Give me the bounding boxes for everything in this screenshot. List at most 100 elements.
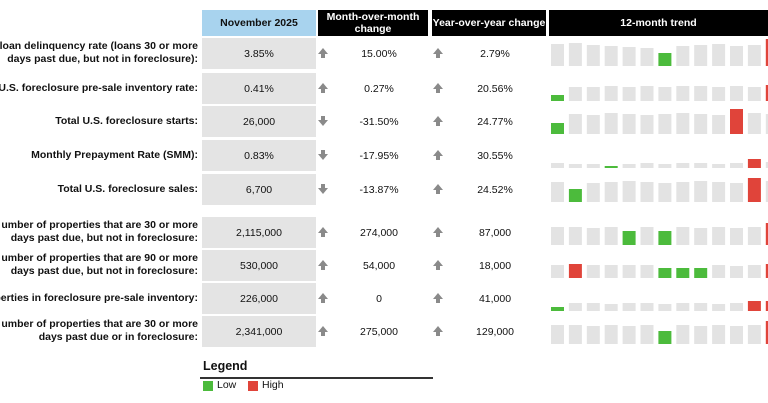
trend-bar xyxy=(730,109,743,134)
trend-bar xyxy=(551,95,564,101)
trend-bar xyxy=(622,265,636,278)
mom-cell: 275,000 xyxy=(360,325,398,338)
arrow-down xyxy=(318,150,328,160)
arrow-up xyxy=(433,184,443,194)
arrow-up xyxy=(433,293,443,303)
trend-bar xyxy=(712,87,726,101)
label-line: Total U.S. foreclosure starts: xyxy=(55,114,198,127)
label-line: umber of properties that are 30 or more xyxy=(1,318,198,330)
trend-bar xyxy=(747,325,761,344)
yoy-cell: 18,000 xyxy=(478,259,512,272)
trend-bar xyxy=(712,304,726,311)
trend-bar xyxy=(568,114,582,134)
arrow-up xyxy=(318,293,328,303)
value-cell: 3.85% xyxy=(202,38,316,69)
arrow-up xyxy=(433,48,443,58)
trend-bar xyxy=(765,162,768,168)
arrow-up xyxy=(433,116,443,126)
trend-bar xyxy=(747,159,761,168)
trend-bar xyxy=(551,227,564,245)
trend-bar xyxy=(658,183,672,202)
trend-bar xyxy=(694,268,708,278)
trend-bar xyxy=(730,228,743,245)
trend-bar xyxy=(568,43,582,66)
trend-bar xyxy=(676,325,690,344)
trend-bar xyxy=(640,115,654,134)
trend-bar xyxy=(622,326,636,344)
trend-bar xyxy=(747,265,761,278)
trend-bar xyxy=(712,227,726,245)
arrow-up xyxy=(318,326,328,336)
value-cell: 530,000 xyxy=(202,250,316,281)
label-line: days past due, but not in foreclosure: xyxy=(10,232,198,244)
yoy-cell: 24.77% xyxy=(477,115,513,128)
header-trend: 12-month trend xyxy=(549,10,768,36)
trend-bar xyxy=(658,87,672,101)
trend-bar xyxy=(568,303,582,311)
row-label: perties in foreclosure pre-sale inventor… xyxy=(0,283,198,313)
trend-bar xyxy=(694,45,708,66)
arrow-down xyxy=(318,184,328,194)
trend-bar xyxy=(658,114,672,134)
trend-bar xyxy=(568,87,582,101)
arrow-up xyxy=(433,83,443,93)
legend-label: Low xyxy=(217,379,237,391)
mom-cell: 54,000 xyxy=(362,259,396,272)
label-line: days past due, but not in foreclosure): xyxy=(7,53,198,65)
trend-bar xyxy=(765,321,768,344)
trend-bar xyxy=(676,163,690,168)
trend-bar xyxy=(747,87,761,101)
legend-label: High xyxy=(262,379,284,391)
trend-bar xyxy=(622,303,636,311)
legend-swatch xyxy=(203,381,213,391)
trend-bar xyxy=(640,303,654,311)
trend-bar xyxy=(604,113,618,134)
trend-bar xyxy=(747,227,761,245)
arrow-up xyxy=(433,227,443,237)
trend-bar xyxy=(712,182,726,202)
yoy-cell: 24.52% xyxy=(477,183,513,196)
trend-bar xyxy=(551,163,564,168)
trend-bar xyxy=(604,46,618,66)
label-line: U.S. foreclosure pre-sale inventory rate… xyxy=(0,81,198,94)
trend-bar xyxy=(568,189,582,202)
trend-bar xyxy=(730,46,743,66)
row-label: umber of properties that are 90 or more d… xyxy=(1,250,198,280)
trend-bar xyxy=(712,164,726,168)
trend-bar xyxy=(676,46,690,66)
trend-bar xyxy=(712,265,726,278)
trend-bar xyxy=(765,114,768,134)
arrow-up xyxy=(318,83,328,93)
trend-bar xyxy=(694,303,708,311)
trend-bar xyxy=(640,265,654,278)
trend-bar xyxy=(730,183,743,202)
trend-bar xyxy=(551,325,564,344)
yoy-cell: 30.55% xyxy=(477,149,513,162)
row-label: umber of properties that are 30 or more d… xyxy=(1,217,198,247)
trend-bar xyxy=(586,164,600,168)
trend-bar xyxy=(765,85,768,101)
trend-bar xyxy=(586,45,600,66)
arrow-down xyxy=(318,116,328,126)
trend-bar xyxy=(747,301,761,311)
arrow-up xyxy=(433,150,443,160)
trend-bar xyxy=(604,304,618,311)
trend-bar xyxy=(676,303,690,311)
trend-bar xyxy=(765,39,768,66)
trend-bar xyxy=(640,163,654,168)
trend-bar xyxy=(676,227,690,245)
trend-bar xyxy=(694,114,708,134)
trend-bar xyxy=(604,265,618,278)
mom-cell: -13.87% xyxy=(359,183,399,196)
trend-bar xyxy=(676,113,690,134)
trend-bar xyxy=(712,44,726,66)
trend-bar xyxy=(586,183,600,202)
trend-bar xyxy=(622,87,636,101)
yoy-cell: 41,000 xyxy=(478,292,512,305)
trend-bar xyxy=(658,304,672,311)
trend-bar xyxy=(658,53,672,66)
value-cell: 0.41% xyxy=(202,73,316,104)
arrow-up xyxy=(433,260,443,270)
trend-bar xyxy=(604,86,618,101)
